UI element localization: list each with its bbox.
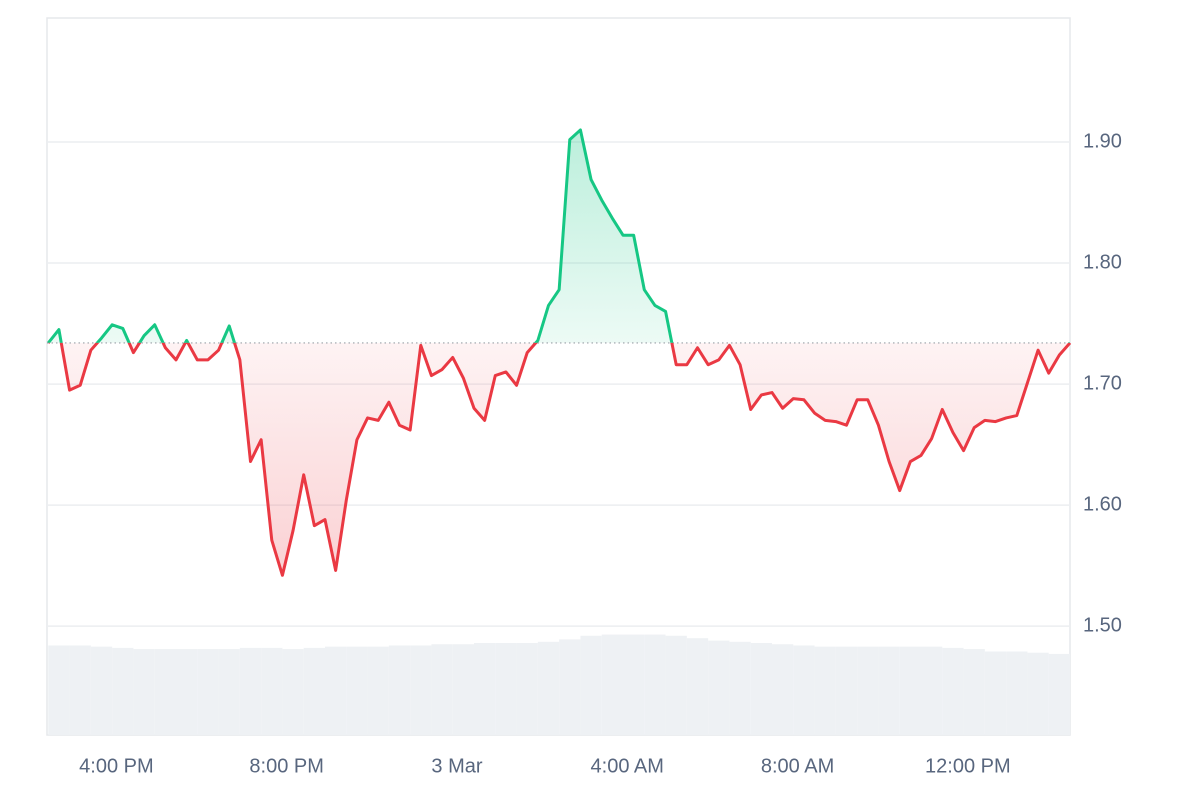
volume-bar (920, 646, 943, 735)
volume-bar (963, 649, 985, 735)
y-tick-label: 1.90 (1083, 130, 1122, 152)
volume-bar (686, 638, 709, 735)
volume-bar (410, 645, 432, 735)
volume-bar (942, 647, 964, 735)
volume-bar (708, 640, 730, 735)
volume-bar (473, 643, 496, 735)
volume-bar (112, 647, 134, 735)
volume-bar (452, 644, 474, 735)
volume-bar (559, 639, 581, 735)
volume-bar (367, 646, 389, 735)
x-tick-label: 4:00 PM (79, 755, 153, 777)
y-tick-label: 1.60 (1083, 493, 1122, 515)
volume-bar (835, 646, 858, 735)
volume-bar (324, 646, 347, 735)
volume-bar (388, 645, 411, 735)
volume-bar (580, 635, 602, 735)
volume-bar (346, 646, 368, 735)
volume-bar (729, 641, 751, 735)
volume-bar (793, 645, 815, 735)
volume-bar (1048, 653, 1070, 735)
volume-bar (1027, 652, 1049, 735)
volume-bar (282, 649, 304, 735)
volume-bar (218, 649, 240, 735)
x-tick-label: 8:00 PM (249, 755, 323, 777)
volume-bar (48, 645, 70, 735)
volume-bar (239, 647, 262, 735)
volume-bar (175, 649, 198, 735)
volume-bar (622, 634, 645, 735)
price-line-up (47, 128, 1070, 343)
volume-bar (899, 646, 921, 735)
volume-bar (750, 643, 772, 735)
volume-bar (878, 646, 900, 735)
volume-bar (133, 649, 155, 735)
area-up (48, 129, 672, 343)
volume-bar (601, 634, 623, 735)
volume-bar (69, 645, 91, 735)
x-tick-label: 8:00 AM (761, 755, 834, 777)
volume-bar (771, 644, 794, 735)
y-tick-label: 1.80 (1083, 251, 1122, 273)
volume-bar (665, 635, 687, 735)
x-tick-label: 3 Mar (431, 755, 482, 777)
volume-bar (154, 649, 176, 735)
volume-bar (1006, 651, 1028, 735)
volume-bar (431, 644, 453, 735)
volume-bar (814, 646, 836, 735)
volume-bar (261, 647, 283, 735)
price-line-down (48, 342, 1072, 577)
y-tick-label: 1.50 (1083, 614, 1122, 636)
volume-bar (90, 646, 113, 735)
area-down (48, 342, 1070, 576)
volume-bar (197, 649, 219, 735)
x-tick-label: 4:00 AM (591, 755, 664, 777)
x-tick-label: 12:00 PM (925, 755, 1011, 777)
volume-bar (303, 647, 325, 735)
volume-bar (537, 641, 560, 735)
y-tick-label: 1.70 (1083, 372, 1122, 394)
volume-bar (857, 646, 879, 735)
volume-bar (984, 651, 1007, 735)
volume-bar (495, 643, 517, 735)
volume-bar (516, 643, 538, 735)
volume-bar (644, 634, 666, 735)
